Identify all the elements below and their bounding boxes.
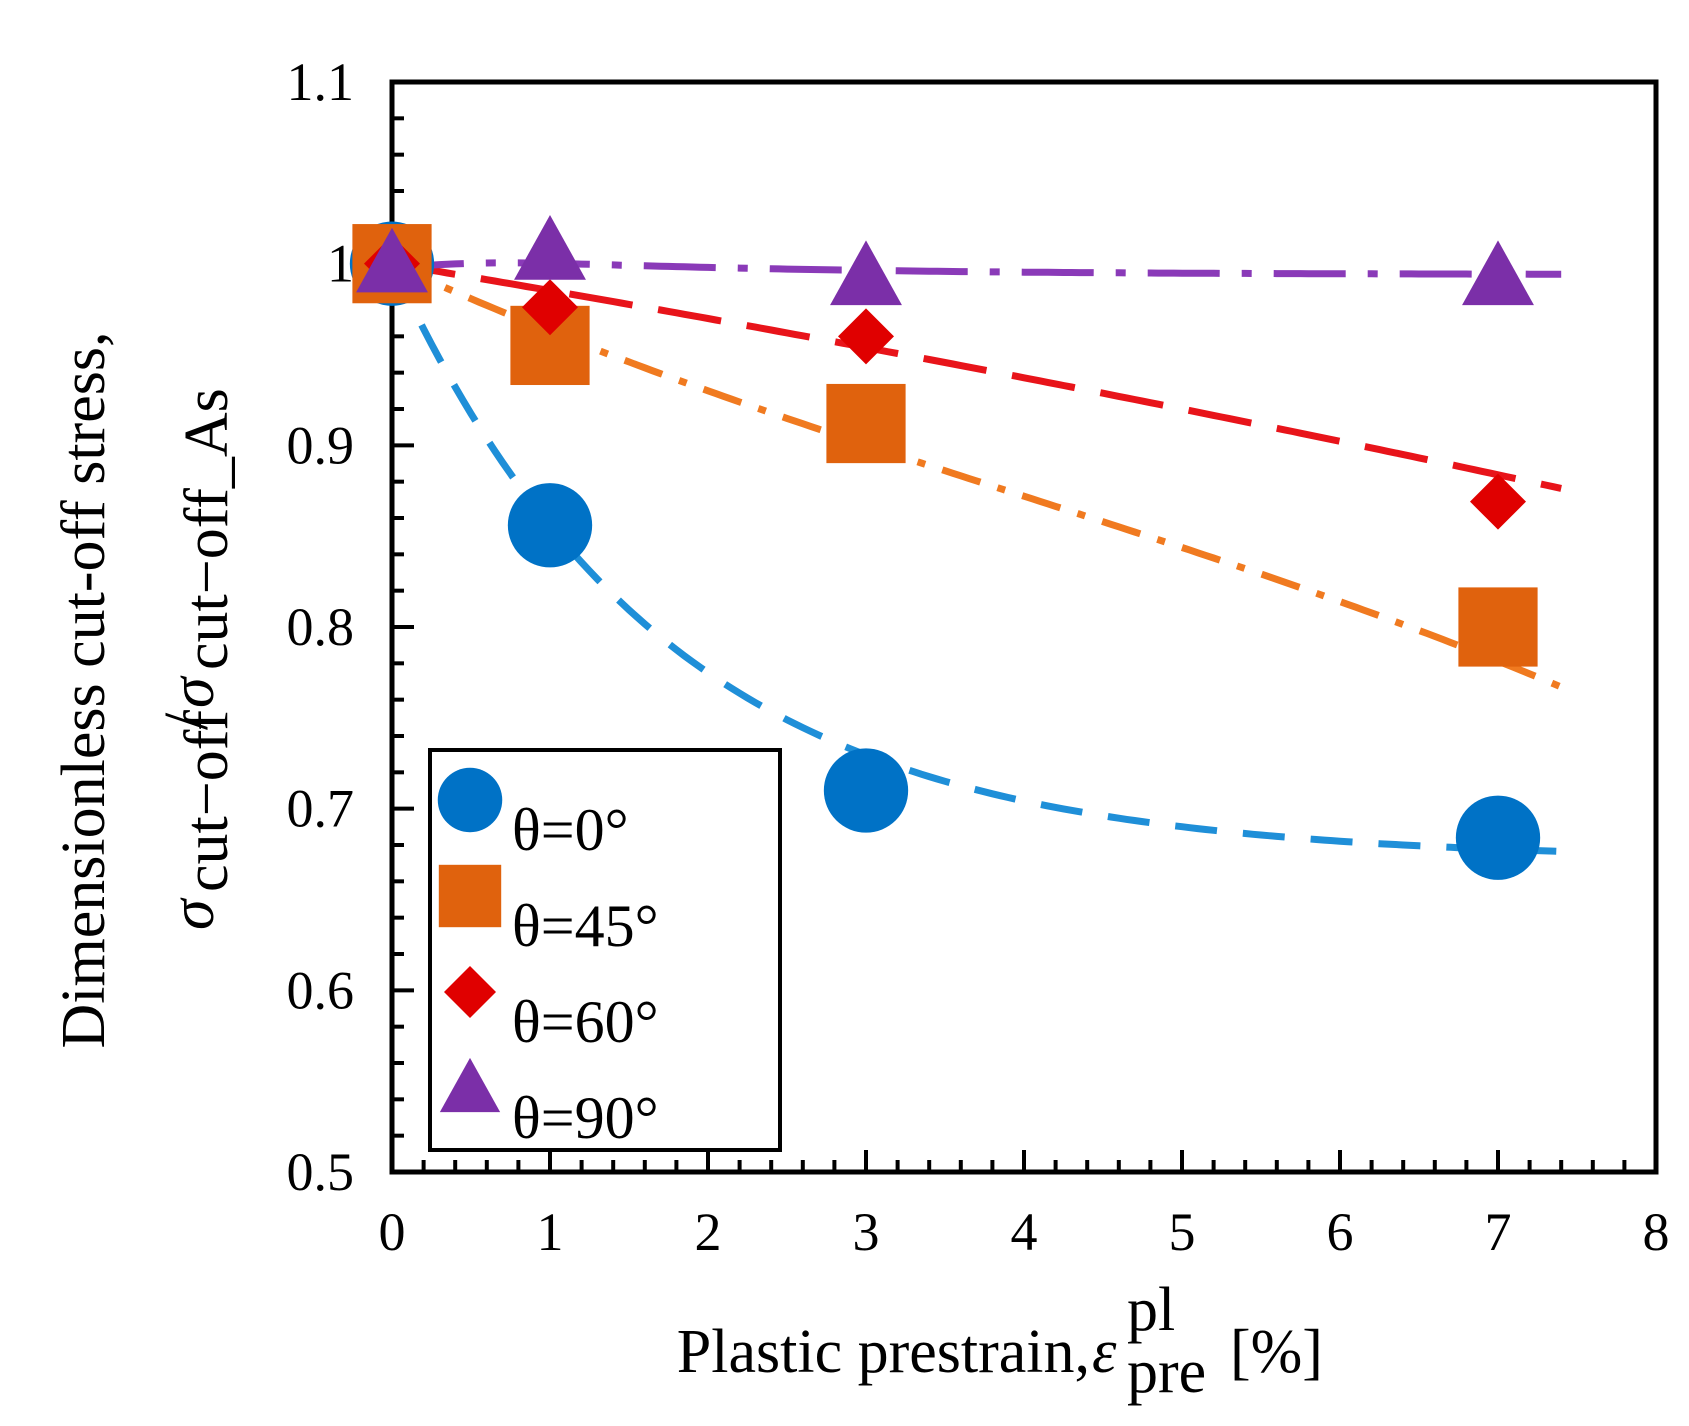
plot-frame — [389, 79, 1659, 1175]
x-tick-label: 4 — [1011, 1202, 1038, 1262]
y-axis-numerator-symbol: σ — [159, 897, 227, 930]
y-tick-label: 0.6 — [287, 960, 355, 1020]
y-axis-slash: / — [153, 712, 221, 730]
x-tick-label: 3 — [853, 1202, 880, 1262]
x-axis-symbol: ε — [1092, 1318, 1117, 1386]
data-point — [823, 748, 909, 833]
data-point — [1462, 240, 1534, 306]
tick-labels: 0 1 2 3 4 5 6 7 8 0.5 0.6 0.7 0.8 0.9 1 1.1 — [287, 52, 1670, 1262]
y-tick-label: 0.9 — [287, 415, 355, 475]
y-axis-formula: σ cut−off / σ cut−off_As — [153, 388, 241, 930]
y-tick-label: 0.8 — [287, 597, 355, 657]
x-tick-label: 8 — [1643, 1202, 1670, 1262]
x-tick-label: 5 — [1169, 1202, 1196, 1262]
y-tick-label: 0.7 — [287, 779, 355, 839]
legend-label: θ=90° — [512, 1085, 659, 1151]
legend-items: θ=0° θ=45° θ=60° θ=90° — [437, 767, 659, 1151]
x-axis-unit: [%] — [1230, 1318, 1323, 1386]
x-tick-label: 1 — [537, 1202, 564, 1262]
data-markers — [349, 214, 1541, 880]
y-tick-label: 0.5 — [287, 1142, 355, 1202]
data-point — [838, 308, 894, 365]
legend-marker — [437, 767, 503, 833]
data-point — [522, 279, 578, 336]
y-axis-denominator-symbol: σ — [159, 675, 227, 708]
legend-label: θ=60° — [512, 989, 659, 1055]
x-axis-subscript: pre — [1127, 1338, 1206, 1406]
data-point — [356, 227, 428, 293]
legend-marker — [438, 864, 502, 928]
legend: θ=0° θ=45° θ=60° θ=90° — [428, 748, 782, 1152]
y-axis-title-line1: Dimensionless cut-off stress, — [50, 332, 118, 1049]
x-tick-label: 6 — [1327, 1202, 1354, 1262]
legend-marker — [439, 1057, 501, 1113]
legend-label: θ=0° — [512, 797, 629, 863]
data-point — [1470, 473, 1526, 530]
data-point — [1455, 795, 1541, 880]
fit-lines — [388, 259, 1563, 855]
y-tick-label: 1.1 — [287, 52, 355, 112]
y-tick-label: 1 — [327, 234, 354, 294]
x-tick-label: 7 — [1485, 1202, 1512, 1262]
legend-label: θ=45° — [512, 893, 659, 959]
data-point — [830, 240, 902, 306]
data-point — [507, 483, 593, 568]
legend-marker — [444, 966, 496, 1018]
fit-line — [390, 260, 1563, 691]
x-axis-title: Plastic prestrain, — [677, 1318, 1090, 1386]
x-tick-label: 2 — [695, 1202, 722, 1262]
data-point — [1458, 587, 1538, 667]
data-point — [826, 383, 906, 464]
y-axis-title: Dimensionless cut-off stress, — [50, 332, 118, 1049]
x-tick-label: 0 — [379, 1202, 406, 1262]
y-axis-numerator-sub: cut−off — [173, 710, 241, 892]
y-axis-denominator-sub: cut−off_As — [173, 388, 241, 670]
fit-line — [388, 262, 1562, 855]
fit-line — [391, 259, 1562, 278]
x-axis-superscript: pl — [1127, 1276, 1175, 1344]
data-point — [514, 214, 586, 280]
fit-line — [391, 260, 1562, 492]
